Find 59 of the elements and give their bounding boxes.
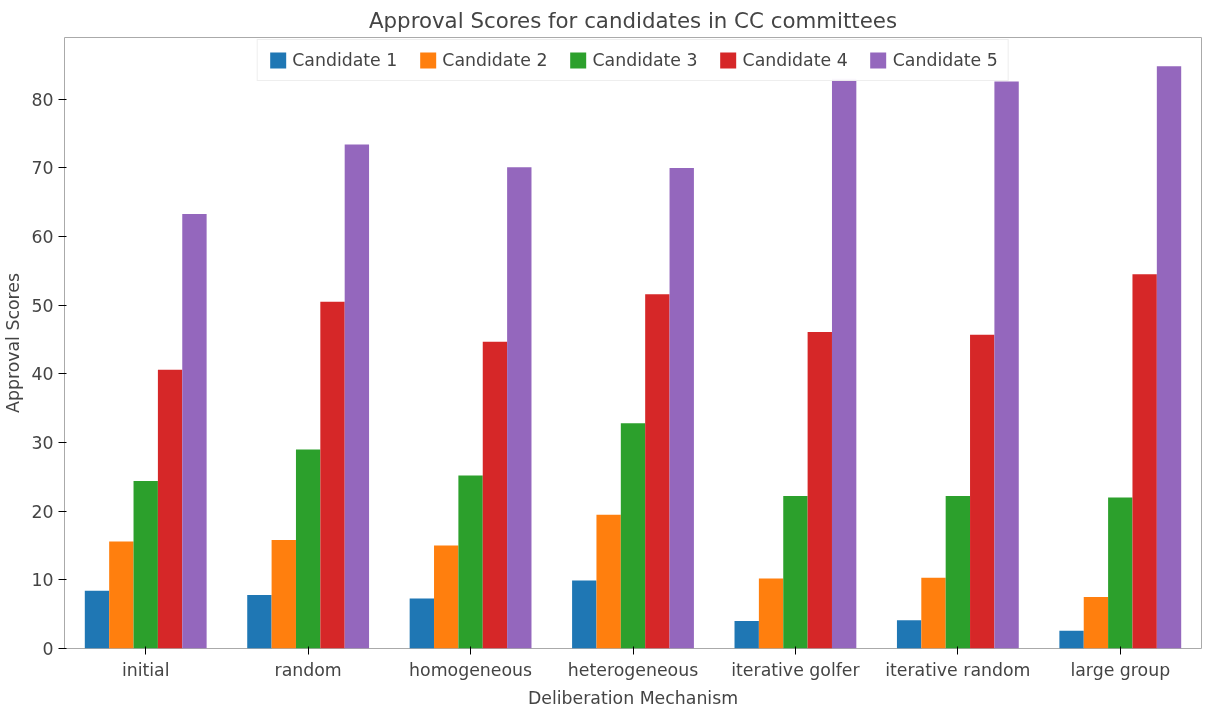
bar <box>133 480 158 649</box>
y-tick-label: 10 <box>31 570 54 591</box>
bar <box>758 578 784 649</box>
y-tick-label: 0 <box>42 639 54 659</box>
bar <box>271 540 296 649</box>
bar <box>945 496 971 649</box>
bar <box>320 301 345 649</box>
bar <box>896 620 922 649</box>
bar <box>1132 274 1157 649</box>
y-tick-label: 40 <box>31 364 54 385</box>
bar <box>783 496 808 649</box>
bar <box>409 598 435 649</box>
x-tick-label: large group <box>1070 659 1171 680</box>
x-tick-label: iterative golfer <box>731 659 861 680</box>
bar <box>921 577 946 649</box>
bar <box>295 449 321 649</box>
chart-title: Approval Scores for candidates in CC committees <box>368 7 898 33</box>
x-axis-title: Deliberation Mechanism <box>527 687 739 708</box>
bar <box>572 580 597 649</box>
legend-label: Candidate 5 <box>892 50 998 70</box>
y-axis-title: Approval Scores <box>3 273 24 413</box>
bar <box>994 81 1019 649</box>
bar <box>157 369 183 649</box>
y-tick-label: 30 <box>31 433 54 454</box>
bar <box>596 514 621 649</box>
bar <box>1059 630 1084 649</box>
bar <box>620 423 646 649</box>
bar <box>807 332 832 649</box>
legend-label: Candidate 3 <box>592 50 698 70</box>
bar <box>1108 497 1133 649</box>
bar <box>645 294 670 649</box>
y-tick-label: 70 <box>31 158 54 179</box>
bar <box>1156 66 1182 649</box>
x-tick-label: random <box>274 659 342 680</box>
x-tick-label: homogeneous <box>409 659 533 680</box>
bar <box>831 78 857 649</box>
bar <box>109 541 134 649</box>
x-tick-label: heterogeneous <box>567 659 699 680</box>
y-tick-label: 60 <box>31 227 54 248</box>
y-tick-label: 50 <box>31 295 54 316</box>
legend-label: Candidate 1 <box>292 50 398 70</box>
legend-label: Candidate 2 <box>442 50 548 70</box>
bar <box>1083 597 1109 649</box>
bar <box>434 545 459 649</box>
bar <box>669 167 694 649</box>
bar <box>84 590 110 649</box>
x-tick-label: iterative random <box>885 659 1031 680</box>
y-tick-label: 20 <box>31 501 54 522</box>
bar <box>970 334 995 649</box>
bar <box>344 144 370 649</box>
bar <box>247 594 272 649</box>
legend-label: Candidate 4 <box>742 50 848 70</box>
y-tick-label: 80 <box>31 89 54 110</box>
x-tick-label: initial <box>121 659 170 680</box>
bar <box>458 475 483 649</box>
bar <box>734 621 759 649</box>
bar <box>507 167 532 649</box>
bar <box>482 341 508 649</box>
bar <box>182 213 207 649</box>
